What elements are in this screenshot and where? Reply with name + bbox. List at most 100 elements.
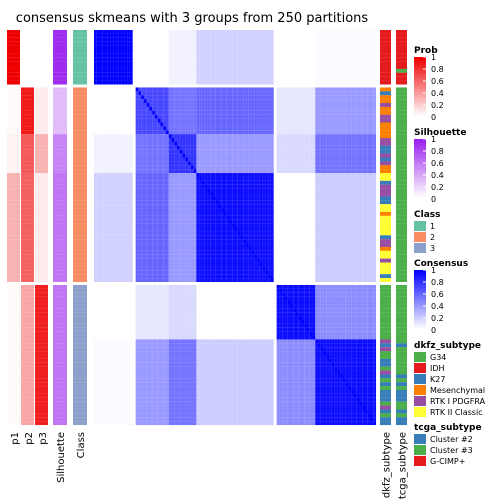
consensus-cell <box>235 37 238 42</box>
consensus-cell <box>196 211 200 216</box>
consensus-cell <box>163 211 167 216</box>
consensus-cell <box>207 76 211 81</box>
tcga-subtype-cell <box>396 91 407 96</box>
consensus-cell <box>171 188 175 193</box>
consensus-cell <box>257 196 260 201</box>
consensus-cell <box>185 106 189 111</box>
prob-cell <box>7 200 20 205</box>
consensus-cell <box>188 122 191 127</box>
tcga-subtype-cell <box>396 176 407 181</box>
consensus-cell <box>210 110 213 115</box>
consensus-cell <box>246 153 249 158</box>
consensus-cell <box>215 65 219 69</box>
consensus-cell <box>235 41 238 46</box>
consensus-cell <box>270 153 274 158</box>
consensus-cell <box>190 37 194 42</box>
consensus-cell <box>320 180 324 185</box>
consensus-cell <box>353 180 357 185</box>
consensus-cell <box>248 45 252 50</box>
consensus-cell <box>348 126 352 131</box>
consensus-cell <box>265 176 269 181</box>
tcga-subtype-cell <box>396 413 407 418</box>
consensus-cell <box>345 57 349 62</box>
consensus-cell <box>105 188 108 193</box>
consensus-cell <box>331 219 335 224</box>
consensus-cell <box>210 61 213 66</box>
consensus-cell <box>235 145 238 150</box>
consensus-cell <box>232 211 236 216</box>
consensus-cell <box>105 53 108 58</box>
consensus-cell <box>251 176 255 181</box>
consensus-cell <box>102 145 106 150</box>
consensus-cell <box>166 215 169 220</box>
consensus-cell <box>110 76 114 81</box>
consensus-cell <box>129 157 133 162</box>
consensus-cell <box>223 110 227 115</box>
consensus-cell <box>138 176 142 181</box>
prob-cell <box>7 378 20 383</box>
consensus-cell <box>229 103 233 107</box>
consensus-cell <box>110 208 114 212</box>
consensus-cell <box>182 87 186 92</box>
consensus-cell <box>340 173 343 177</box>
prob-cell <box>35 215 48 220</box>
consensus-cell <box>282 106 285 111</box>
consensus-cell <box>157 87 161 92</box>
consensus-cell <box>337 41 341 46</box>
consensus-cell <box>177 157 180 162</box>
consensus-cell <box>188 196 191 201</box>
consensus-cell <box>246 196 249 201</box>
consensus-cell <box>323 49 327 54</box>
prob-cell <box>7 413 20 418</box>
consensus-cell <box>364 61 368 66</box>
consensus-cell <box>215 30 219 34</box>
consensus-cell <box>259 80 263 85</box>
consensus-cell <box>257 99 260 104</box>
consensus-cell <box>315 122 319 127</box>
consensus-cell <box>251 149 255 154</box>
consensus-cell <box>248 110 252 115</box>
consensus-cell <box>204 141 208 146</box>
consensus-cell <box>282 141 285 146</box>
consensus-cell <box>215 33 219 38</box>
consensus-cell <box>107 188 111 193</box>
consensus-cell <box>268 173 271 177</box>
class-cell <box>73 176 87 181</box>
consensus-cell <box>331 138 335 142</box>
prob-cell <box>21 99 34 104</box>
prob-cell <box>7 347 20 352</box>
consensus-cell <box>320 80 324 85</box>
consensus-cell <box>279 87 283 92</box>
consensus-cell <box>293 103 297 107</box>
consensus-cell <box>229 153 233 158</box>
consensus-cell <box>293 110 297 115</box>
consensus-cell <box>94 138 97 142</box>
consensus-cell <box>218 176 222 181</box>
dkfz-subtype-cell <box>380 61 391 66</box>
consensus-cell <box>226 176 230 181</box>
consensus-cell <box>334 134 338 139</box>
consensus-cell <box>329 223 332 228</box>
dkfz-subtype-cell <box>380 114 391 119</box>
consensus-cell <box>221 68 225 73</box>
consensus-cell <box>107 200 111 205</box>
consensus-cell <box>237 134 241 139</box>
dkfz-subtype-cell <box>380 204 391 209</box>
consensus-cell <box>373 110 377 115</box>
prob-cell <box>35 351 48 356</box>
consensus-cell <box>248 30 252 34</box>
consensus-cell <box>259 169 263 174</box>
consensus-cell <box>345 153 349 158</box>
consensus-cell <box>221 134 225 139</box>
consensus-cell <box>301 138 305 142</box>
consensus-cell <box>348 208 352 212</box>
consensus-cell <box>334 165 338 170</box>
consensus-cell <box>188 68 191 73</box>
prob-cell <box>35 374 48 379</box>
prob-cell <box>35 278 48 283</box>
consensus-cell <box>94 169 97 174</box>
consensus-cell <box>240 161 244 166</box>
consensus-cell <box>177 169 180 174</box>
consensus-cell <box>307 99 310 104</box>
consensus-cell <box>154 223 158 228</box>
